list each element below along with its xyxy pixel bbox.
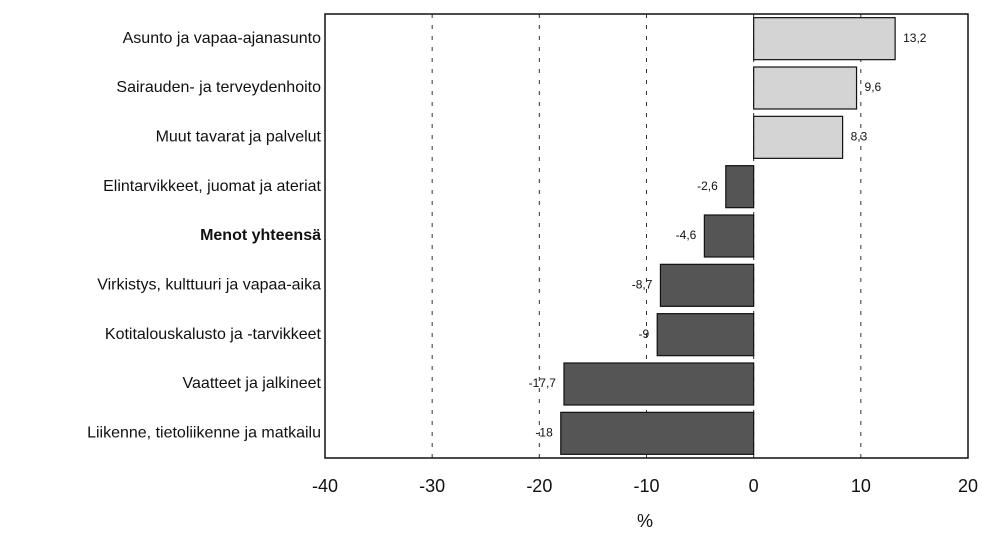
value-label: -17,7 [529,376,557,390]
y-tick-label: Asunto ja vapaa-ajanasunto [123,30,321,47]
bar [656,313,755,357]
y-tick-label: Elintarvikkeet, juomat ja ateriat [103,178,321,195]
y-tick-label: Menot yhteensä [200,227,321,244]
value-label: -9 [639,327,650,341]
x-tick-label: -30 [419,476,445,496]
bar [753,115,844,159]
value-label: -4,6 [676,228,697,242]
bar [753,17,896,61]
y-tick-label: Liikenne, tietoliikenne ja matkailu [87,425,321,442]
x-tick-label: -20 [526,476,552,496]
x-tick-label: -40 [312,476,338,496]
value-label: -8,7 [632,278,653,292]
value-label: -2,6 [697,179,718,193]
y-tick-label: Sairauden- ja terveydenhoito [116,79,321,96]
plot-frame [324,13,969,459]
x-tick-label: 0 [749,476,759,496]
value-label: 8,3 [851,130,868,144]
bar [560,411,755,455]
value-label: 9,6 [865,80,882,94]
y-tick-label: Muut tavarat ja palvelut [156,129,322,146]
value-label: -18 [535,426,553,440]
bar [725,165,755,209]
bar [753,66,858,110]
bar [563,362,755,406]
x-tick-label: 20 [958,476,978,496]
x-tick-label: -10 [633,476,659,496]
x-tick-label: 10 [851,476,871,496]
y-tick-label: Virkistys, kulttuuri ja vapaa-aika [97,277,321,294]
y-tick-label: Vaatteet ja jalkineet [183,375,322,392]
y-tick-label: Kotitalouskalusto ja -tarvikkeet [105,326,322,343]
x-axis-label: % [637,511,653,531]
bar [703,214,755,258]
value-label: 13,2 [903,31,927,45]
bar [659,263,755,307]
